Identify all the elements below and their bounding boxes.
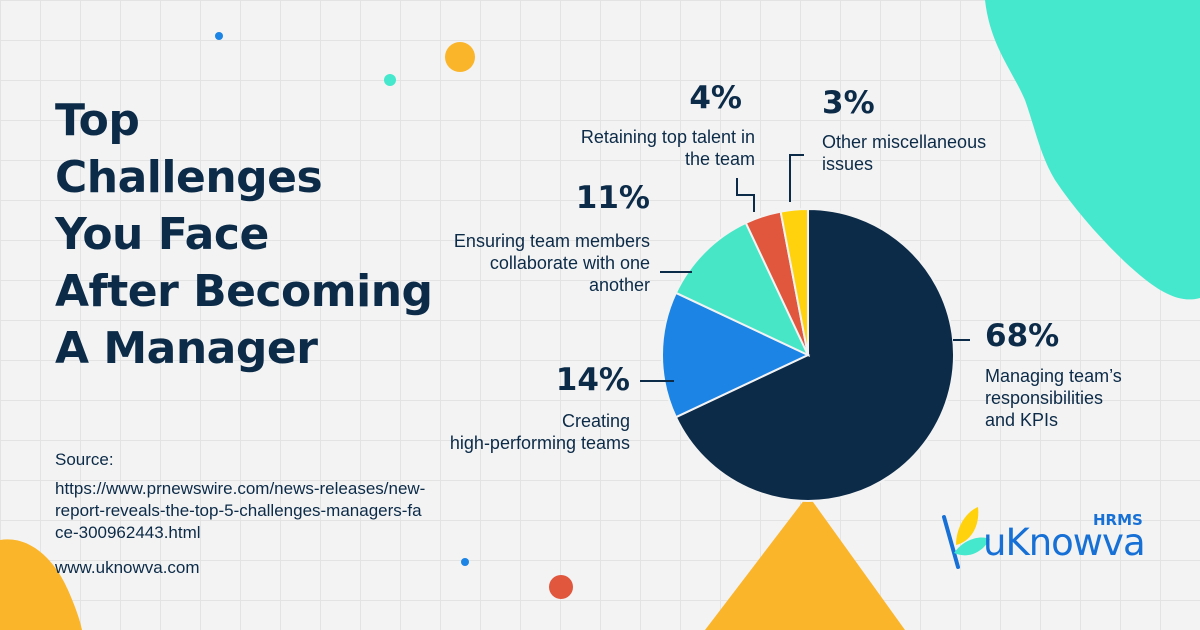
leader-line-retaining (736, 178, 755, 212)
title-line: Challenges (55, 152, 323, 203)
source-url: https://www.prnewswire.com/news-releases… (55, 478, 505, 544)
teal-blob-shape (985, 0, 1200, 300)
slice-label-line: Retaining top talent in (580, 127, 755, 147)
source-url-line: https://www.prnewswire.com/news-releases… (55, 479, 426, 498)
slice-label-retaining: Retaining top talent in the team (581, 126, 755, 170)
pie-slice-creating (661, 291, 811, 419)
title-line: Top (55, 95, 140, 146)
slice-label-line: responsibilities (985, 388, 1104, 408)
blue-dot (215, 32, 223, 40)
logo-wordmark: uKnowva (983, 521, 1146, 564)
slice-label-managing: Managing team’s responsibilities and KPI… (985, 365, 1122, 431)
slice-label-line: issues (822, 154, 874, 174)
slice-percent-ensuring: 11% (575, 180, 650, 216)
slice-percent-other: 3% (822, 85, 875, 121)
slice-label-creating: Creating high-performing teams (450, 410, 630, 454)
blue-dot-small (461, 558, 469, 566)
slice-label-ensuring: Ensuring team members collaborate with o… (454, 230, 650, 296)
slice-label-line: and KPIs (985, 410, 1059, 430)
slice-label-line: Ensuring team members (453, 231, 650, 251)
slice-label-line: the team (684, 149, 755, 169)
slice-label-other: Other miscellaneous issues (822, 131, 986, 175)
slice-percent-managing: 68% (985, 318, 1060, 354)
uknowva-logo[interactable]: HRMS uKnowva (938, 505, 1153, 585)
leaf-logo-icon (942, 507, 990, 569)
slice-label-line: Other miscellaneous (822, 132, 987, 152)
slice-percent-retaining: 4% (689, 80, 742, 116)
title-line: After Becoming (55, 266, 433, 317)
pie-slice-ensuring (674, 221, 811, 358)
slice-label-line: Managing team’s (985, 366, 1122, 386)
slice-percent-creating: 14% (555, 362, 630, 398)
teal-dot (384, 74, 396, 86)
red-dot (549, 575, 573, 599)
website-link[interactable]: www.uknowva.com (55, 558, 200, 577)
page-title: Top Challenges You Face After Becoming A… (55, 92, 433, 377)
title-line: You Face (55, 209, 269, 260)
orange-corner-blob (0, 539, 82, 630)
title-line: A Manager (55, 323, 318, 374)
pie-slice-managing (674, 207, 955, 502)
pie-slice-other (779, 207, 809, 356)
source-url-line: ce-300962443.html (55, 523, 201, 542)
slice-label-line: collaborate with one (489, 253, 650, 273)
slice-label-line: high-performing teams (449, 433, 630, 453)
leader-line-other (789, 154, 804, 202)
slice-label-line: Creating (561, 411, 630, 431)
orange-dot (445, 42, 475, 72)
source-url-line: report-reveals-the-top-5-challenges-mana… (55, 501, 422, 520)
orange-triangle (705, 495, 905, 630)
source-label: Source: (55, 450, 114, 469)
slice-label-line: another (588, 275, 650, 295)
logo-hrms-tag: HRMS (1093, 511, 1143, 529)
